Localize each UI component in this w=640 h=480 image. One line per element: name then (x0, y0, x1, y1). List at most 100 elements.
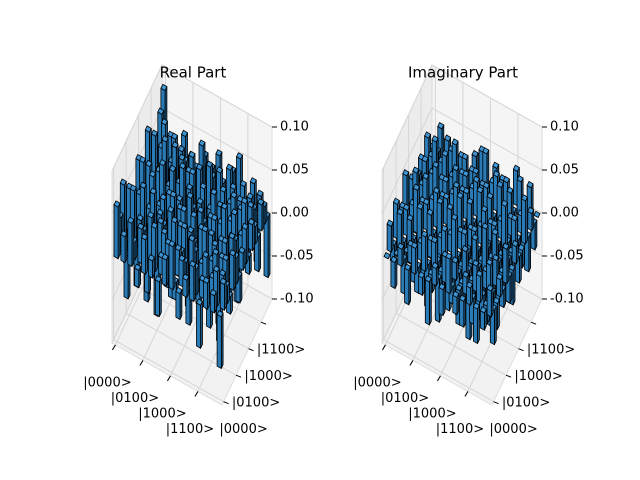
y-tick (530, 321, 537, 325)
bar-face (390, 255, 398, 264)
x-tick (437, 375, 441, 382)
bar-face (512, 164, 520, 173)
bar-face (120, 229, 128, 238)
bar-face (175, 194, 184, 202)
bar-face (420, 230, 429, 238)
bar-face (516, 175, 524, 183)
bar-face (472, 306, 478, 345)
bar-face (202, 250, 210, 259)
bar-face (486, 288, 492, 318)
bar-face (198, 139, 206, 147)
bar-face (161, 135, 169, 143)
x-tick (409, 360, 414, 366)
bar-face (263, 214, 269, 279)
y-tick-label: |0100> (232, 396, 280, 411)
bar-face (441, 149, 449, 158)
bar (417, 271, 425, 297)
bar-face (147, 257, 153, 279)
bar (113, 200, 121, 260)
bar-face (461, 244, 469, 253)
bar (527, 206, 535, 232)
subplot: -0.10-0.050.000.050.10|0000>|0100>|1000>… (83, 64, 313, 438)
bar-face (476, 186, 484, 194)
bar-face (222, 253, 230, 262)
bar-face (178, 153, 186, 161)
bar-face (520, 194, 529, 202)
bar-face (527, 206, 535, 215)
bar (450, 213, 459, 264)
bar-face (459, 294, 467, 302)
bar-face (424, 279, 430, 326)
x-tick (112, 344, 116, 351)
bar-face (235, 152, 244, 160)
bar-face (238, 250, 244, 272)
bar-face (406, 213, 414, 222)
bar-face (397, 242, 405, 250)
x-tick-label: |1100> (166, 422, 214, 437)
bar (134, 263, 142, 289)
bar-face (430, 236, 439, 244)
y-tick-label: |1100> (257, 343, 305, 358)
bar-face (160, 83, 168, 92)
bar-face (452, 164, 460, 172)
bar (175, 286, 183, 321)
bar-face (175, 290, 181, 321)
bar-face (481, 222, 489, 230)
bar-face (404, 263, 412, 271)
bar-face (471, 233, 479, 242)
bar-face (422, 197, 430, 206)
bar-face (475, 269, 484, 278)
bar-face (189, 260, 197, 268)
bar-face (495, 272, 504, 281)
z-tick-label: -0.10 (280, 292, 314, 307)
bar (451, 256, 459, 282)
subplot-title: Real Part (160, 64, 227, 82)
bar-face (205, 160, 214, 168)
y-tick-label: |0000> (219, 422, 267, 437)
bar-face (438, 286, 444, 317)
bar-face (195, 163, 204, 171)
bar-face (113, 204, 119, 260)
bar (533, 210, 541, 219)
x-tick (464, 391, 469, 397)
bar (475, 269, 484, 304)
bar-face (137, 222, 145, 230)
bar-face (188, 234, 196, 242)
bar-face (238, 246, 246, 254)
bar-face (119, 178, 127, 186)
grid-line (381, 64, 543, 172)
bar-face (190, 210, 198, 219)
grid-line (111, 64, 273, 172)
x-tick-label: |1000> (408, 406, 456, 421)
bar-face (189, 167, 197, 176)
bar-face (182, 273, 190, 281)
bar-face (482, 147, 490, 155)
subplot: -0.10-0.050.000.050.10|0000>|0100>|1000>… (353, 64, 583, 438)
bar (202, 276, 210, 310)
bar-face (422, 172, 430, 180)
bar-face (481, 226, 487, 273)
bar-face (219, 269, 227, 277)
grid-line (197, 113, 249, 392)
bar-face (460, 227, 469, 236)
bar-face (492, 253, 500, 262)
bar-face (202, 276, 210, 284)
bar-face (496, 180, 504, 189)
bar-face (210, 188, 218, 196)
z-tick-label: -0.05 (550, 249, 584, 264)
bar (263, 210, 271, 279)
bar-face (211, 239, 219, 247)
bar-face (456, 191, 464, 200)
bar-face (444, 134, 452, 142)
bar-face (195, 298, 204, 306)
bar (182, 273, 190, 299)
y-tick (235, 374, 242, 378)
bar-face (438, 282, 446, 291)
bar-face (442, 192, 450, 200)
bar-face (180, 204, 188, 213)
bar-face (210, 213, 219, 222)
bar-face (256, 189, 264, 198)
bar-face (492, 170, 500, 178)
bar-face (178, 254, 186, 262)
bar-face (147, 211, 155, 219)
